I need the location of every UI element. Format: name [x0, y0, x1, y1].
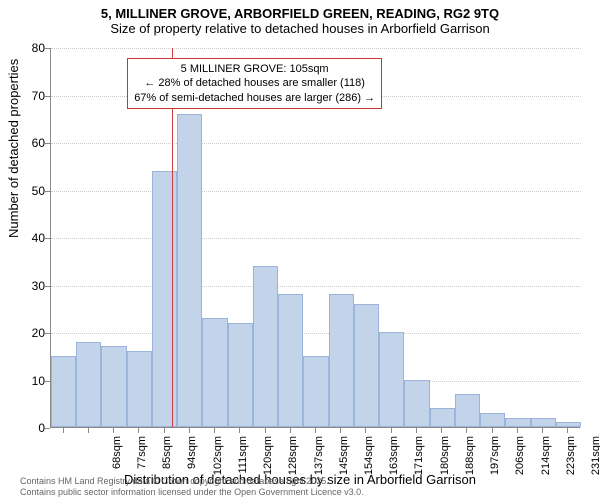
footer-line2: Contains public sector information licen…: [20, 487, 364, 498]
xtick-mark: [391, 428, 392, 433]
histogram-bar: [404, 380, 429, 428]
ytick-mark: [45, 191, 50, 192]
xtick-mark: [416, 428, 417, 433]
histogram-bar: [430, 408, 455, 427]
xtick-mark: [340, 428, 341, 433]
footer-attribution: Contains HM Land Registry data © Crown c…: [20, 476, 364, 498]
xtick-mark: [214, 428, 215, 433]
chart-subtitle: Size of property relative to detached ho…: [0, 21, 600, 36]
xtick-mark: [113, 428, 114, 433]
histogram-bar: [480, 413, 505, 427]
histogram-bar: [152, 171, 177, 428]
ytick-mark: [45, 143, 50, 144]
xtick-mark: [315, 428, 316, 433]
histogram-bar: [556, 422, 581, 427]
ytick-label: 50: [32, 184, 45, 198]
xtick-mark: [265, 428, 266, 433]
histogram-bar: [202, 318, 227, 427]
ytick-label: 20: [32, 326, 45, 340]
annotation-line3: 67% of semi-detached houses are larger (…: [134, 91, 375, 105]
histogram-bar: [127, 351, 152, 427]
xtick-mark: [164, 428, 165, 433]
ytick-mark: [45, 381, 50, 382]
xtick-mark: [466, 428, 467, 433]
xtick-mark: [517, 428, 518, 433]
xtick-mark: [365, 428, 366, 433]
ytick-label: 40: [32, 231, 45, 245]
histogram-bar: [303, 356, 328, 427]
xtick-mark: [290, 428, 291, 433]
histogram-bar: [76, 342, 101, 428]
xtick-mark: [542, 428, 543, 433]
ytick-mark: [45, 333, 50, 334]
xtick-mark: [138, 428, 139, 433]
histogram-bar: [101, 346, 126, 427]
xtick-mark: [189, 428, 190, 433]
histogram-bar: [177, 114, 202, 428]
histogram-bar: [379, 332, 404, 427]
histogram-bar: [278, 294, 303, 427]
histogram-bar: [531, 418, 556, 428]
histogram-bar: [228, 323, 253, 428]
title-block: 5, MILLINER GROVE, ARBORFIELD GREEN, REA…: [0, 0, 600, 36]
plot-frame: 5 MILLINER GROVE: 105sqm ← 28% of detach…: [50, 48, 580, 428]
ytick-mark: [45, 428, 50, 429]
ytick-mark: [45, 48, 50, 49]
histogram-bar: [329, 294, 354, 427]
xtick-mark: [441, 428, 442, 433]
ytick-label: 80: [32, 41, 45, 55]
xtick-mark: [239, 428, 240, 433]
ytick-label: 70: [32, 89, 45, 103]
xtick-mark: [88, 428, 89, 433]
chart-title: 5, MILLINER GROVE, ARBORFIELD GREEN, REA…: [0, 6, 600, 21]
ytick-mark: [45, 96, 50, 97]
annotation-line1: 5 MILLINER GROVE: 105sqm: [134, 62, 375, 76]
ytick-mark: [45, 286, 50, 287]
footer-line1: Contains HM Land Registry data © Crown c…: [20, 476, 364, 487]
xtick-mark: [63, 428, 64, 433]
histogram-bar: [51, 356, 76, 427]
xtick-mark: [492, 428, 493, 433]
chart-container: 5, MILLINER GROVE, ARBORFIELD GREEN, REA…: [0, 0, 600, 500]
histogram-bar: [253, 266, 278, 428]
xtick-mark: [567, 428, 568, 433]
histogram-bar: [455, 394, 480, 427]
ytick-mark: [45, 238, 50, 239]
ytick-label: 10: [32, 374, 45, 388]
histogram-bar: [354, 304, 379, 428]
y-axis-label: Number of detached properties: [6, 59, 21, 238]
annotation-line2: ← 28% of detached houses are smaller (11…: [134, 76, 375, 90]
ytick-label: 0: [38, 421, 45, 435]
ytick-label: 60: [32, 136, 45, 150]
plot-area: 5 MILLINER GROVE: 105sqm ← 28% of detach…: [50, 48, 580, 428]
ytick-label: 30: [32, 279, 45, 293]
histogram-bar: [505, 418, 530, 428]
annotation-box: 5 MILLINER GROVE: 105sqm ← 28% of detach…: [127, 58, 382, 109]
